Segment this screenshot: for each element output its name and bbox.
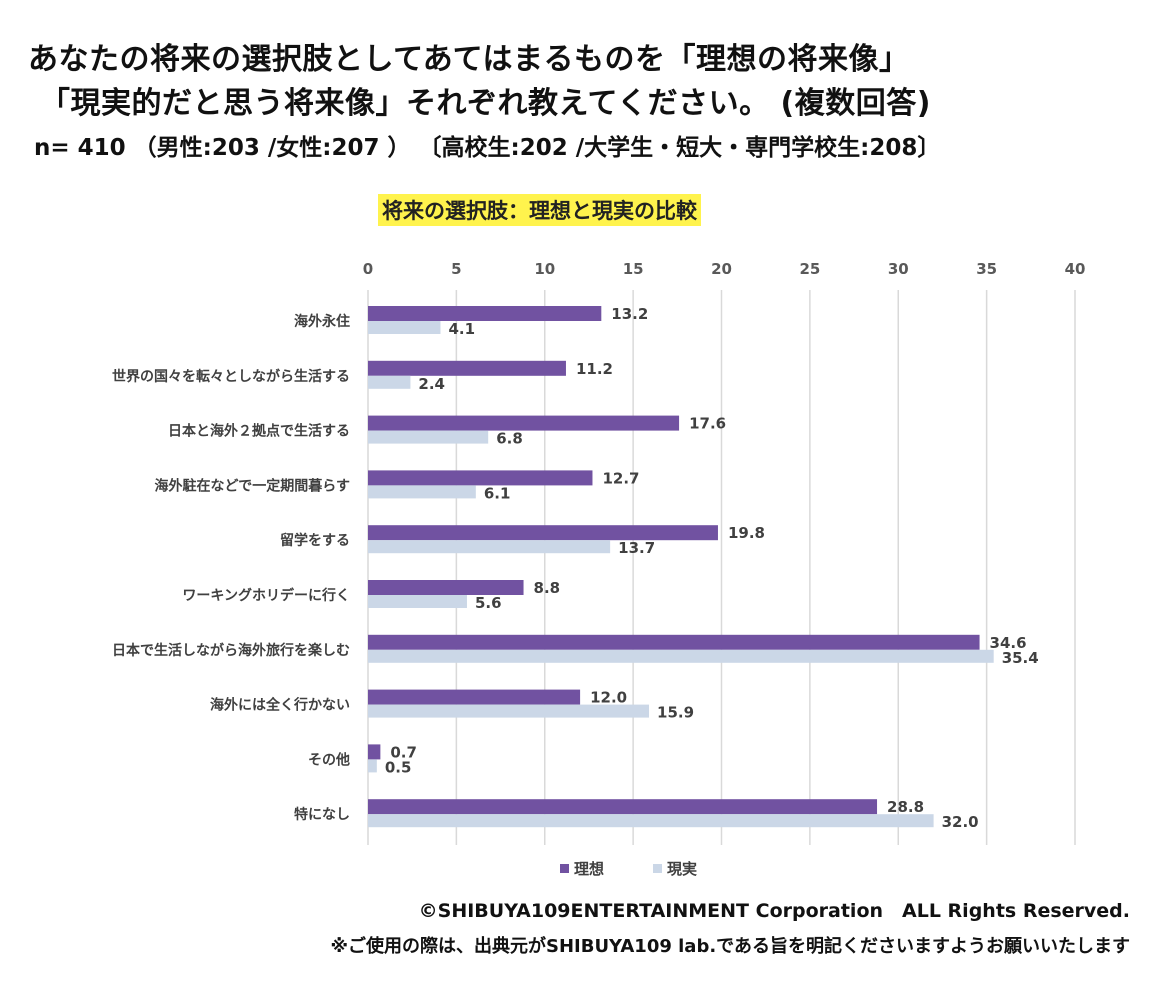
- data-label: 28.8: [887, 798, 924, 816]
- legend-label: 理想: [574, 860, 604, 878]
- data-label: 12.0: [590, 689, 627, 707]
- category-label: 海外永住: [294, 313, 350, 330]
- bar-ideal: [368, 360, 566, 376]
- bar-reality: [368, 375, 411, 389]
- bar-ideal: [368, 744, 381, 760]
- category-label: 日本で生活しながら海外旅行を楽しむ: [112, 642, 350, 659]
- category-label: 留学をする: [280, 532, 350, 549]
- data-label: 35.4: [1002, 649, 1039, 667]
- data-label: 12.7: [602, 469, 639, 487]
- data-label: 11.2: [576, 360, 613, 378]
- data-label: 19.8: [728, 524, 765, 542]
- data-label: 32.0: [942, 813, 979, 831]
- data-label: 0.5: [385, 758, 412, 776]
- bar-ideal: [368, 580, 524, 595]
- x-tick-label: 35: [976, 260, 997, 278]
- bar-reality: [368, 704, 650, 718]
- title-line-1: あなたの将来の選択肢としてあてはまるものを「理想の将来像」: [28, 42, 910, 77]
- data-label: 2.4: [418, 375, 445, 393]
- x-tick-label: 40: [1065, 260, 1086, 278]
- x-tick-label: 25: [799, 260, 820, 278]
- bar-reality: [368, 430, 489, 444]
- title-line-2: 「現実的だと思う将来像」それぞれ教えてください。 (複数回答): [40, 86, 931, 121]
- sample-size: n= 410 （男性:203 /女性:207 ） 〔高校生:202 /大学生・短…: [34, 135, 941, 161]
- x-tick-label: 20: [711, 260, 732, 278]
- chart-title: 将来の選択肢：理想と現実の比較: [378, 194, 701, 226]
- x-tick-label: 15: [623, 260, 644, 278]
- bar-ideal: [368, 689, 581, 705]
- data-label: 17.6: [689, 415, 726, 433]
- category-label: 日本と海外２拠点で生活する: [168, 423, 350, 440]
- x-tick-label: 0: [363, 260, 373, 278]
- copyright: ©SHIBUYA109ENTERTAINMENT Corporation ALL…: [418, 900, 1130, 922]
- bar-reality: [368, 321, 441, 334]
- data-label: 8.8: [534, 579, 561, 597]
- bar-reality: [368, 595, 467, 608]
- legend-swatch: [560, 864, 569, 873]
- data-label: 0.7: [390, 743, 417, 761]
- category-label: その他: [308, 751, 350, 768]
- legend-swatch: [653, 864, 662, 873]
- data-label: 6.8: [496, 430, 523, 448]
- bar-ideal: [368, 634, 980, 650]
- data-label: 13.7: [618, 539, 655, 557]
- data-label: 6.1: [484, 484, 511, 502]
- data-label: 34.6: [990, 634, 1027, 652]
- data-label: 5.6: [475, 594, 502, 612]
- bar-ideal: [368, 415, 680, 431]
- data-label: 4.1: [448, 320, 475, 338]
- bar-reality: [368, 814, 934, 828]
- x-tick-label: 10: [534, 260, 555, 278]
- bar-reality: [368, 485, 476, 499]
- legend-label: 現実: [667, 860, 697, 878]
- bar-ideal: [368, 470, 593, 486]
- bar-reality: [368, 759, 377, 773]
- x-tick-label: 30: [888, 260, 909, 278]
- category-label: 海外駐在などで一定期間暮らす: [155, 477, 350, 494]
- category-label: 海外には全く行かない: [210, 697, 350, 714]
- category-label: 世界の国々を転々としながら生活する: [112, 368, 350, 385]
- category-label: 特になし: [294, 806, 350, 823]
- data-label: 15.9: [657, 704, 694, 722]
- bar-reality: [368, 649, 994, 663]
- bar-ideal: [368, 525, 718, 541]
- data-label: 13.2: [611, 305, 648, 323]
- x-tick-label: 5: [451, 260, 461, 278]
- bar-ideal: [368, 799, 878, 815]
- usage-note: ※ご使用の際は、出典元がSHIBUYA109 lab.である旨を明記くださいます…: [330, 936, 1131, 957]
- bar-reality: [368, 540, 611, 554]
- bar-ideal: [368, 306, 602, 321]
- category-label: ワーキングホリデーに行く: [182, 587, 350, 604]
